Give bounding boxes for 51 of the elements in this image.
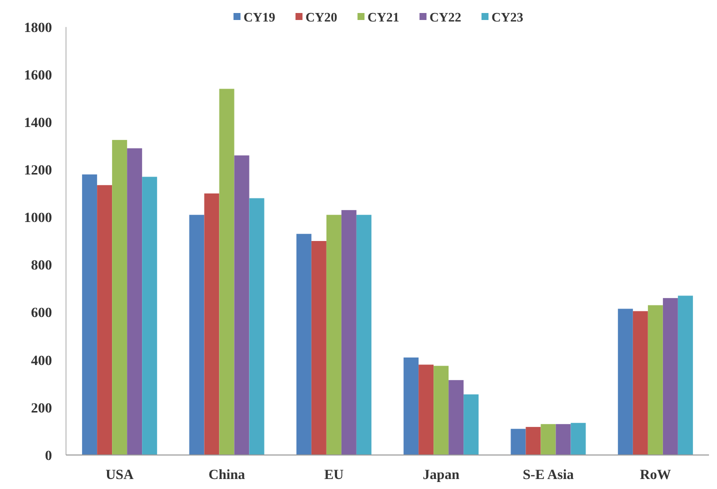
legend-label: CY21 bbox=[368, 10, 400, 25]
legend-label: CY19 bbox=[244, 10, 276, 25]
y-tick-label: 800 bbox=[31, 258, 52, 274]
bar bbox=[618, 308, 633, 455]
bar bbox=[296, 234, 312, 455]
y-tick-label: 0 bbox=[45, 448, 52, 464]
bar bbox=[82, 174, 98, 455]
legend-label: CY20 bbox=[306, 10, 338, 25]
x-tick-label: EU bbox=[324, 468, 344, 483]
bar bbox=[142, 176, 158, 455]
bar bbox=[97, 185, 112, 455]
bar bbox=[404, 358, 419, 455]
bar bbox=[570, 422, 586, 455]
y-tick-label: 1000 bbox=[24, 211, 52, 226]
bar bbox=[326, 214, 342, 455]
bar bbox=[678, 296, 693, 455]
bar bbox=[234, 155, 250, 455]
bar bbox=[112, 140, 128, 455]
legend-label: CY22 bbox=[430, 10, 462, 25]
bar bbox=[662, 298, 678, 455]
x-tick-label: Japan bbox=[422, 468, 460, 483]
bar bbox=[341, 210, 356, 455]
y-tick-label: 400 bbox=[31, 354, 52, 369]
x-tick-label: China bbox=[208, 468, 246, 483]
bar bbox=[189, 214, 204, 455]
bar bbox=[464, 394, 479, 455]
bar bbox=[648, 305, 663, 455]
y-tick-label: 1600 bbox=[24, 68, 52, 84]
bar bbox=[418, 364, 434, 455]
bar bbox=[540, 424, 556, 455]
bar bbox=[526, 426, 541, 455]
x-tick-label: USA bbox=[106, 468, 134, 483]
legend-label: CY23 bbox=[492, 10, 524, 25]
bar bbox=[127, 148, 142, 455]
x-tick-label: S-E Asia bbox=[522, 468, 574, 483]
y-tick-label: 1800 bbox=[24, 20, 52, 36]
bar bbox=[219, 88, 234, 455]
x-tick-label: RoW bbox=[640, 468, 671, 483]
bar bbox=[204, 193, 220, 455]
bar bbox=[632, 311, 648, 455]
bar bbox=[311, 241, 326, 455]
y-tick-label: 200 bbox=[31, 401, 52, 416]
y-tick-label: 1400 bbox=[24, 116, 52, 132]
bar bbox=[510, 428, 526, 455]
bar bbox=[434, 366, 449, 455]
bar bbox=[249, 198, 264, 455]
y-tick-label: 600 bbox=[31, 306, 52, 322]
bar bbox=[356, 214, 372, 455]
y-tick-label: 1200 bbox=[24, 164, 52, 179]
bar bbox=[556, 424, 571, 455]
bar bbox=[448, 380, 464, 455]
